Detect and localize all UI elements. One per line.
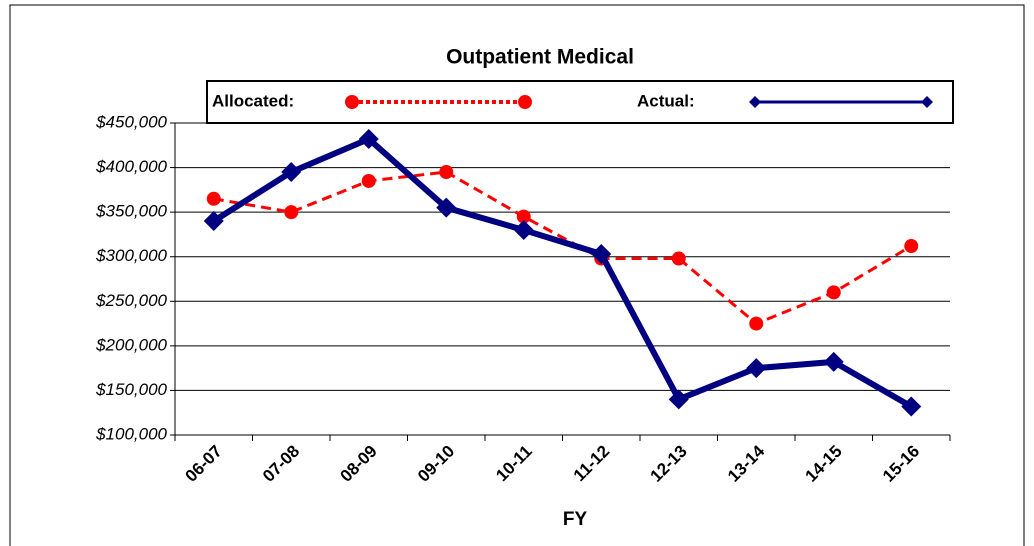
point	[206, 191, 221, 206]
legend-label: Actual:	[637, 91, 695, 110]
y-tick-label: $250,000	[95, 291, 167, 310]
point	[591, 244, 612, 265]
point	[749, 316, 764, 331]
point	[436, 197, 457, 218]
legend-marker	[345, 95, 359, 109]
x-tick-label: 11-12	[570, 442, 614, 486]
x-tick-label: 13-14	[724, 441, 769, 486]
point	[513, 219, 534, 240]
series-line	[213, 170, 913, 326]
x-tick-label: 09-10	[414, 442, 458, 486]
y-tick-label: $150,000	[95, 380, 167, 399]
point	[281, 162, 302, 183]
y-tick-label: $200,000	[95, 335, 167, 354]
point	[746, 358, 767, 379]
point	[904, 239, 919, 254]
y-tick-label: $350,000	[95, 202, 167, 221]
chart-title: Outpatient Medical	[446, 46, 634, 69]
y-tick-label: $450,000	[95, 112, 167, 131]
legend-marker	[518, 95, 532, 109]
x-tick-label: 14-15	[802, 442, 846, 486]
frame	[9, 4, 1025, 546]
x-tick-label: 08-09	[337, 442, 381, 486]
legend-label: Allocated:	[212, 91, 294, 110]
x-tick-label: 15-16	[879, 442, 923, 486]
point	[361, 173, 376, 188]
y-tick-label: $100,000	[95, 424, 167, 443]
point	[823, 351, 844, 372]
point	[901, 396, 922, 417]
point	[439, 165, 454, 180]
point	[516, 209, 531, 224]
point	[671, 251, 686, 266]
x-tick-label: 06-07	[182, 442, 226, 486]
x-tick-label: 07-08	[259, 442, 303, 486]
x-tick-label: 12-13	[647, 442, 691, 486]
series-line	[212, 136, 913, 410]
x-tick-label: 10-11	[492, 442, 536, 486]
x-axis-label: FY	[563, 509, 588, 530]
point	[668, 389, 689, 410]
point	[284, 205, 299, 220]
legend-marker	[921, 96, 933, 108]
point	[203, 211, 224, 232]
point	[826, 285, 841, 300]
y-tick-label: $400,000	[95, 157, 167, 176]
legend-marker	[749, 96, 761, 108]
point	[358, 129, 379, 150]
y-tick-label: $300,000	[95, 246, 167, 265]
